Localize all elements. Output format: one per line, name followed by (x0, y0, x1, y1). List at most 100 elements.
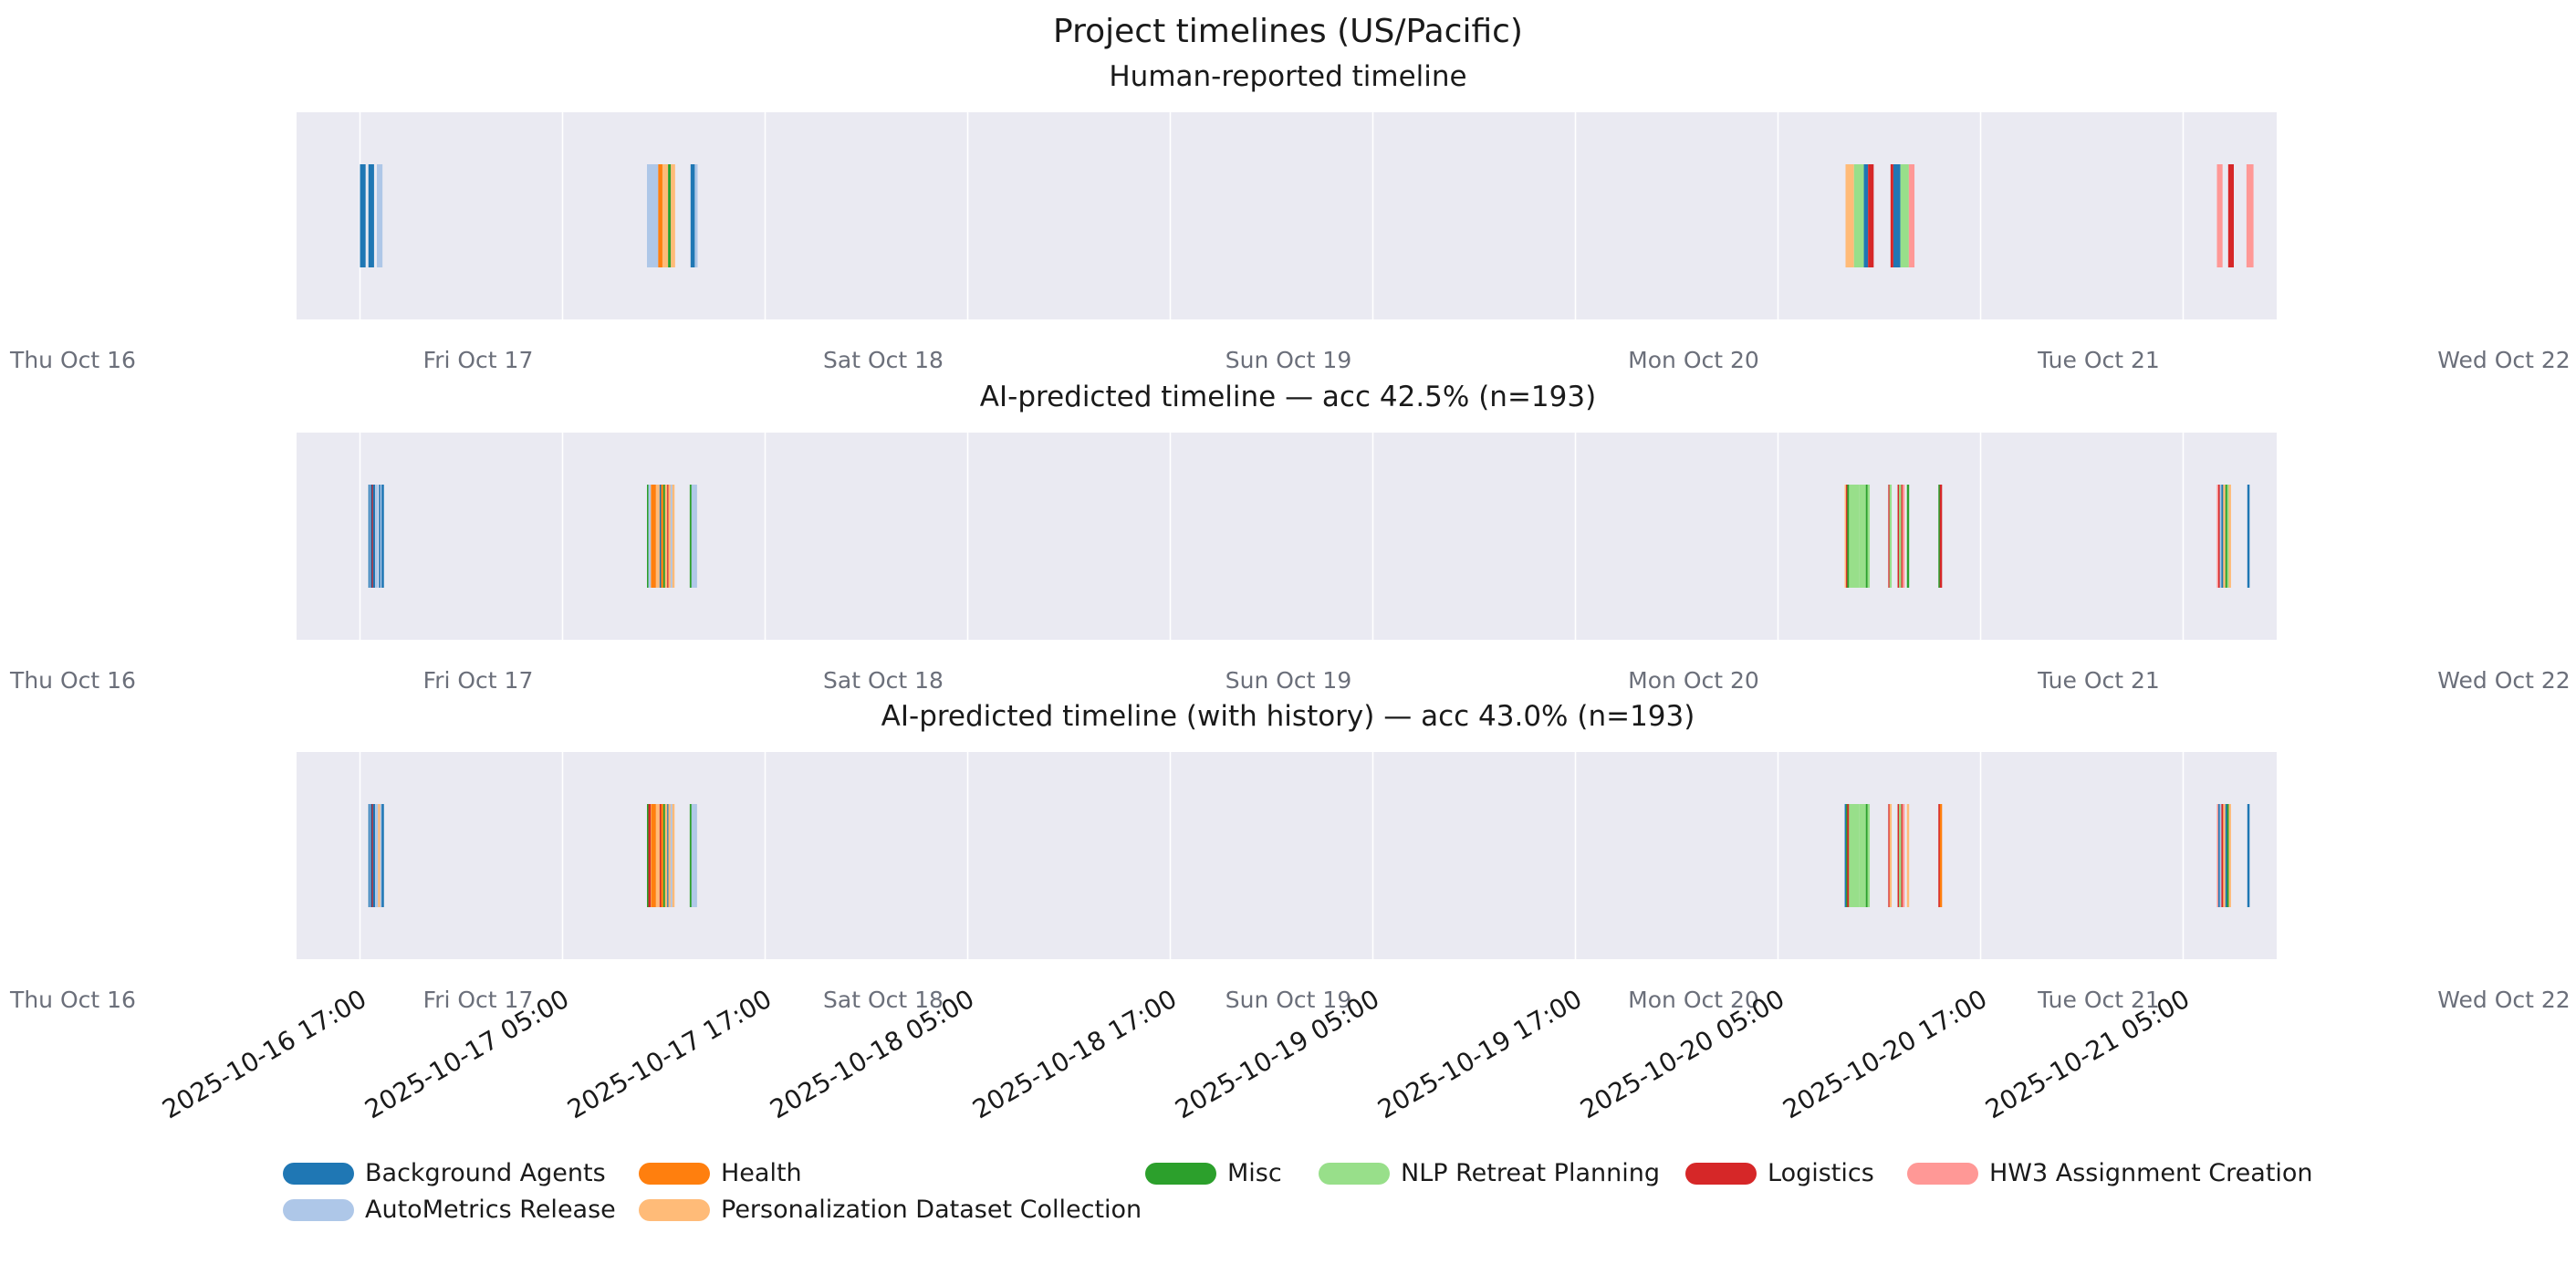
timeline-segment (690, 164, 695, 267)
timeline-segment (1865, 804, 1869, 907)
timeline-segment (1847, 485, 1850, 588)
timeline-segment (1844, 804, 1848, 907)
timeline-segment (672, 485, 675, 588)
timeline-segment (694, 804, 697, 907)
timeline-segment (689, 804, 693, 907)
legend-swatch (1319, 1162, 1390, 1185)
timeline-segment (1902, 485, 1905, 588)
day-label: Mon Oct 20 (1628, 667, 1759, 694)
timeline-segment (1863, 164, 1869, 267)
legend-label: Misc (1227, 1159, 1282, 1187)
timeline-segment (1899, 804, 1902, 907)
legend-swatch (639, 1198, 710, 1221)
x-tick-label: 2025-10-16 17:00 (156, 983, 371, 1125)
timeline-segment (2227, 164, 2234, 267)
timeline-segment (662, 485, 666, 588)
timeline-panel (297, 433, 2277, 640)
timeline-segment (1908, 164, 1915, 267)
legend-label: AutoMetrics Release (365, 1196, 616, 1224)
day-label: Tue Oct 21 (2038, 347, 2160, 373)
timeline-segment (664, 485, 668, 588)
timeline-plot (359, 752, 2250, 959)
panel-title: AI-predicted timeline — acc 42.5% (n=193… (979, 381, 1597, 413)
timeline-segment (1849, 485, 1860, 588)
timeline-segment (694, 164, 698, 267)
day-label: Sun Oct 19 (1225, 347, 1352, 373)
legend-swatch (283, 1198, 354, 1221)
day-label: Wed Oct 22 (2437, 987, 2571, 1013)
day-label: Thu Oct 16 (10, 987, 136, 1013)
timeline-segment (1889, 804, 1893, 907)
timeline-segment (661, 485, 663, 588)
timeline-plot (359, 433, 2250, 640)
timeline-segment (1865, 485, 1869, 588)
timeline-segment (647, 164, 659, 267)
timeline-segment (375, 485, 379, 588)
timeline-segment (655, 485, 660, 588)
day-label: Wed Oct 22 (2437, 667, 2571, 694)
timeline-segment (2218, 485, 2221, 588)
timeline-segment (694, 485, 697, 588)
timeline-segment (381, 804, 384, 907)
timeline-segment (378, 804, 381, 907)
timeline-segment (2225, 485, 2228, 588)
day-label: Mon Oct 20 (1628, 347, 1759, 373)
timeline-plot (359, 112, 2254, 319)
timeline-segment (2225, 804, 2228, 907)
legend-label: Background Agents (365, 1159, 606, 1187)
legend-item: Health (639, 1159, 802, 1187)
timeline-segment (1906, 485, 1910, 588)
day-label: Sat Oct 18 (823, 667, 944, 694)
timeline-segment (659, 485, 662, 588)
timeline-segment (1897, 485, 1901, 588)
timeline-segment (370, 804, 373, 907)
legend-swatch (1685, 1162, 1757, 1185)
timeline-segment (380, 485, 383, 588)
timeline-segment (2216, 804, 2219, 907)
x-tick-label: 2025-10-20 17:00 (1777, 983, 1992, 1125)
timeline-segment (1849, 804, 1860, 907)
timeline-segment (668, 804, 671, 907)
timeline-segment (1859, 804, 1866, 907)
legend-item: Logistics (1685, 1159, 1874, 1187)
figure-title: Project timelines (US/Pacific) (1053, 13, 1523, 50)
legend-item: Background Agents (283, 1159, 606, 1187)
timeline-segment (648, 485, 652, 588)
legend-label: Personalization Dataset Collection (721, 1196, 1142, 1224)
timeline-segment (664, 804, 668, 907)
day-label: Thu Oct 16 (10, 347, 136, 373)
timeline-segment (661, 804, 663, 907)
legend-swatch (639, 1162, 710, 1185)
legend-item: Personalization Dataset Collection (639, 1196, 1142, 1224)
timeline-segment (377, 164, 383, 267)
timeline-segment (2228, 485, 2231, 588)
timeline-segment (1847, 804, 1850, 907)
timeline-segment (691, 804, 694, 907)
timeline-segment (1845, 164, 1854, 267)
legend-item: NLP Retreat Planning (1319, 1159, 1660, 1187)
day-label: Sun Oct 19 (1225, 667, 1352, 694)
timeline-segment (1859, 485, 1866, 588)
x-tick-label: 2025-10-17 17:00 (561, 983, 777, 1125)
timeline-segment (2246, 164, 2254, 267)
timeline-segment (1906, 804, 1910, 907)
timeline-segment (379, 485, 381, 588)
timeline-segment (2218, 804, 2221, 907)
timeline-segment (2219, 804, 2223, 907)
legend-label: Logistics (1768, 1159, 1874, 1187)
timeline-segment (2223, 804, 2226, 907)
timeline-segment (662, 804, 666, 907)
timeline-segment (2247, 804, 2250, 907)
day-label: Fri Oct 17 (422, 987, 534, 1013)
day-label: Fri Oct 17 (422, 347, 534, 373)
timeline-segment (375, 804, 379, 907)
timeline-segment (1899, 485, 1902, 588)
timeline-segment (671, 164, 675, 267)
timeline-segment (2221, 485, 2224, 588)
legend-item: Misc (1145, 1159, 1282, 1187)
timeline-segment (659, 804, 662, 907)
day-label: Mon Oct 20 (1628, 987, 1759, 1013)
panel-title: AI-predicted timeline (with history) — a… (881, 700, 1695, 733)
timeline-segment (1893, 164, 1901, 267)
timeline-segment (1867, 804, 1871, 907)
